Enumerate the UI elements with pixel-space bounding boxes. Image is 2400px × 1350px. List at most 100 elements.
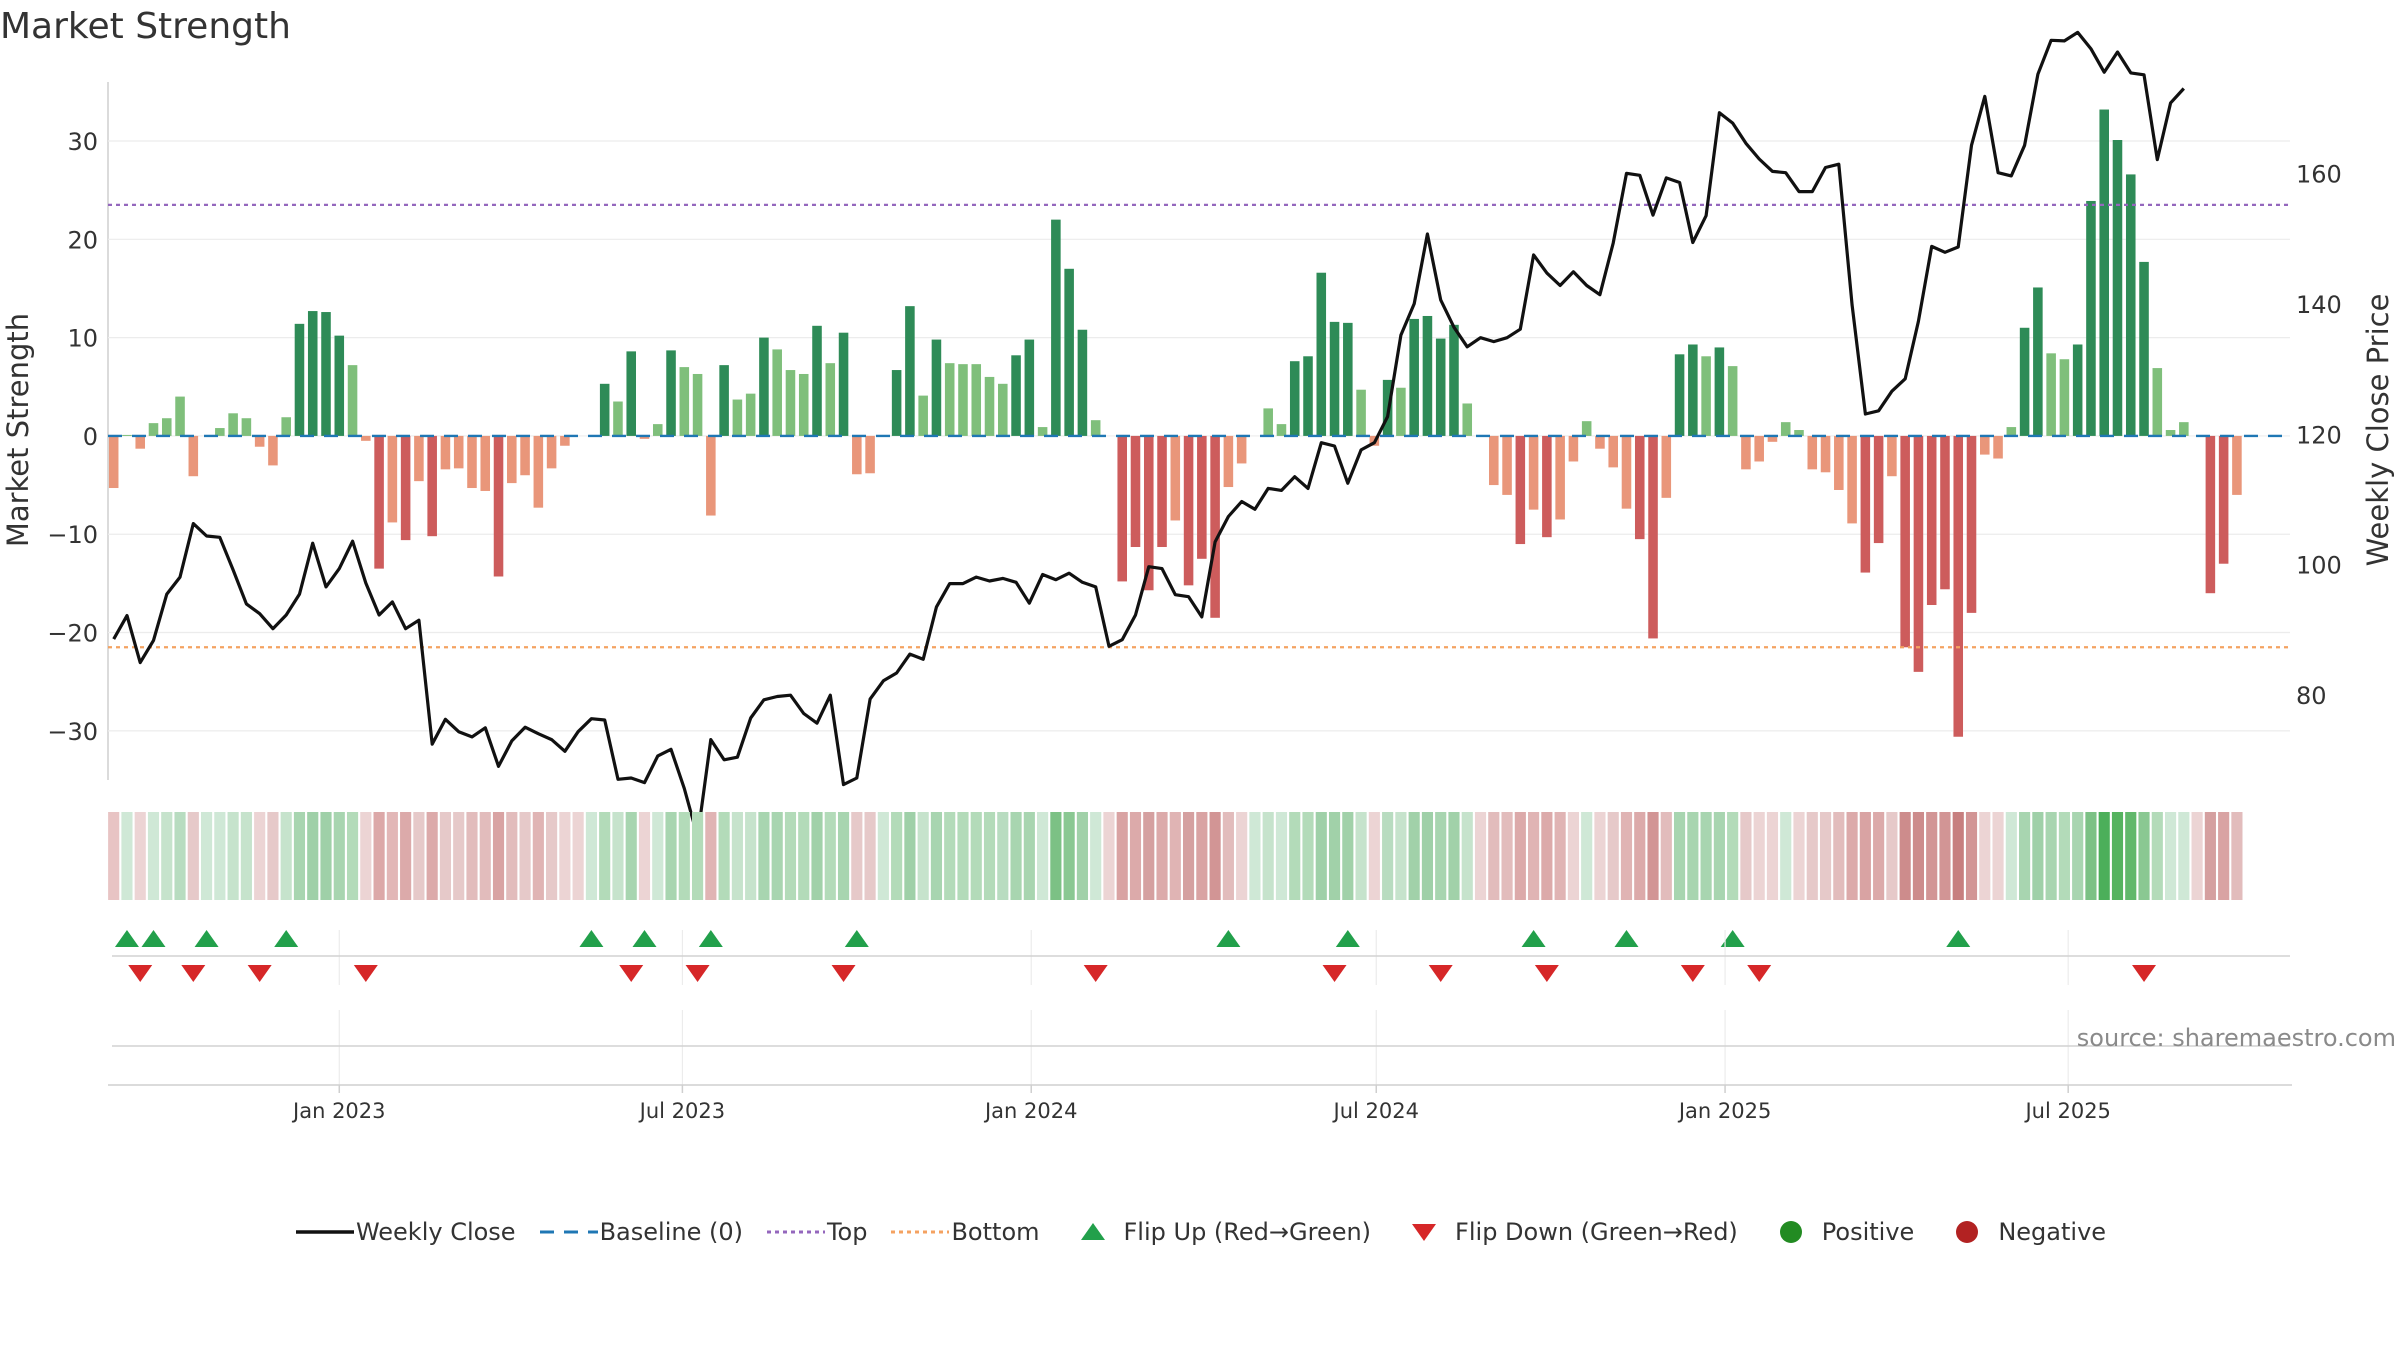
- strength-bar: [652, 424, 663, 436]
- legend-item: Baseline (0): [538, 1217, 743, 1247]
- heat-cell: [678, 812, 690, 900]
- strength-bar: [1515, 435, 1526, 545]
- heat-cell: [1912, 812, 1925, 900]
- strength-bar: [507, 435, 517, 484]
- strength-bar: [268, 435, 278, 466]
- strength-bar: [161, 418, 172, 436]
- heat-cell: [652, 812, 664, 900]
- legend-marker-circle: [1956, 1221, 1979, 1243]
- heat-cell: [2204, 812, 2216, 900]
- strength-bar: [1090, 420, 1101, 436]
- heat-cell: [1395, 812, 1407, 900]
- y2-tick-label: 120: [2296, 421, 2342, 449]
- strength-bar: [1913, 435, 1924, 672]
- heat-cell: [1899, 812, 1911, 900]
- strength-bar: [798, 373, 809, 436]
- heat-cell: [665, 812, 677, 900]
- heat-cell: [771, 812, 783, 900]
- flip-down-marker: [685, 965, 710, 982]
- heat-cell: [134, 812, 146, 900]
- heat-strip: [108, 812, 2243, 900]
- strength-bar: [1767, 435, 1778, 442]
- strength-bar: [2112, 140, 2123, 436]
- heat-cell: [1129, 812, 1142, 900]
- heat-cell: [1713, 812, 1725, 900]
- strength-bar: [1037, 427, 1048, 436]
- strength-bar: [135, 435, 146, 449]
- strength-bar: [560, 435, 570, 446]
- strength-bar: [812, 325, 822, 436]
- heat-cell: [1594, 812, 1606, 900]
- heat-cell: [2151, 812, 2163, 900]
- heat-cell: [1488, 812, 1500, 900]
- legend-label: Top: [826, 1218, 868, 1246]
- flip-up-marker: [1521, 930, 1546, 947]
- heat-cell: [2019, 812, 2031, 900]
- strength-bar: [347, 365, 358, 436]
- heat-cell: [1143, 812, 1155, 900]
- strength-bar: [241, 418, 252, 436]
- heat-cell: [864, 812, 876, 900]
- flip-up-marker: [844, 930, 869, 947]
- y-tick-label: 10: [67, 325, 98, 353]
- strength-bar: [1210, 435, 1220, 618]
- strength-bar: [1727, 366, 1738, 436]
- strength-bar: [852, 435, 862, 475]
- strength-bar: [2139, 261, 2149, 436]
- heat-cell: [612, 812, 624, 900]
- strength-bar: [958, 364, 968, 436]
- heat-cell: [2178, 812, 2190, 900]
- strength-bar: [440, 435, 451, 470]
- heat-cell: [1249, 812, 1261, 900]
- heat-cell: [1541, 812, 1553, 900]
- heat-cell: [1528, 812, 1540, 900]
- strength-bar: [931, 339, 942, 436]
- strength-bar: [1701, 356, 1711, 436]
- source-text: source: sharemaestro.com: [2077, 1024, 2396, 1052]
- strength-bar: [865, 435, 875, 474]
- y-axis-left: 30 20 10 0 −10 −20 −30: [47, 128, 98, 746]
- heat-cell: [1780, 812, 1792, 900]
- strength-bar: [692, 373, 703, 436]
- heat-cell: [1581, 812, 1593, 900]
- strength-bar: [1489, 435, 1499, 486]
- heat-cell: [1634, 812, 1646, 900]
- legend-item: Flip Up (Red→Green): [1062, 1217, 1371, 1247]
- heat-cell: [121, 812, 133, 900]
- heat-cell: [718, 812, 730, 900]
- strength-bar: [1435, 338, 1446, 436]
- strength-bar: [706, 435, 716, 516]
- heat-cell: [2138, 812, 2150, 900]
- strength-bar: [905, 306, 915, 436]
- strength-bar: [546, 435, 557, 469]
- strength-bar: [1674, 354, 1685, 436]
- heat-cell: [1236, 812, 1248, 900]
- strength-bar: [785, 370, 796, 436]
- heat-cell: [1461, 812, 1473, 900]
- strength-bars: [108, 109, 2242, 737]
- date-tick-label: Jan 2025: [1677, 1099, 1772, 1123]
- heat-cell: [1992, 812, 2004, 900]
- legend-item: Flip Down (Green→Red): [1393, 1217, 1738, 1247]
- heat-cell: [2058, 812, 2070, 900]
- heat-cell: [280, 812, 292, 900]
- flip-up-marker: [194, 930, 219, 947]
- strength-bar: [1329, 321, 1340, 436]
- heat-cell: [1833, 812, 1845, 900]
- flip-down-marker: [1680, 965, 1705, 982]
- heat-cell: [2072, 812, 2084, 900]
- strength-bar: [1940, 435, 1950, 590]
- heat-cell: [2045, 812, 2057, 900]
- strength-bar: [281, 417, 291, 436]
- strength-bar: [453, 435, 464, 469]
- legend: Weekly Close Baseline (0) Top Bottom Flip Up…: [0, 1210, 2400, 1254]
- strength-bar: [1555, 435, 1565, 520]
- heat-cell: [108, 812, 120, 900]
- heat-cell: [453, 812, 465, 900]
- strength-bar: [1568, 435, 1579, 462]
- heat-cell: [1647, 812, 1659, 900]
- heat-cell: [466, 812, 478, 900]
- heat-cell: [1952, 812, 1964, 900]
- heat-cell: [1328, 812, 1341, 900]
